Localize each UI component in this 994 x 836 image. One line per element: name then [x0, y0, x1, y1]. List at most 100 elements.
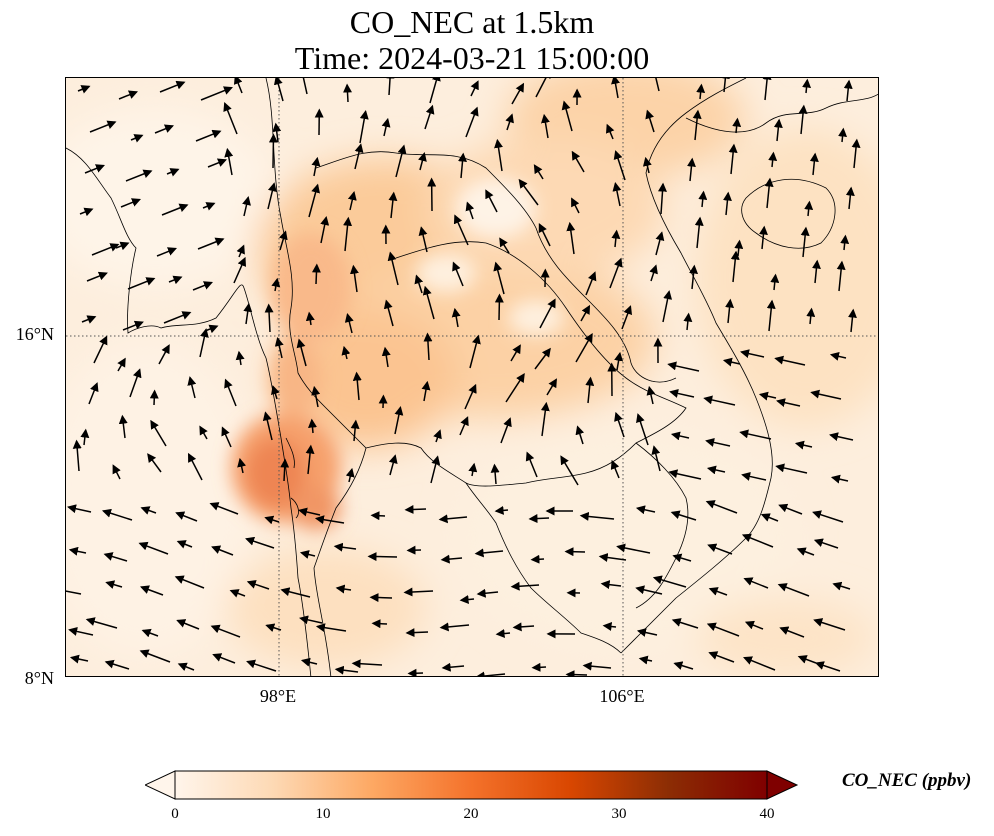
wind-arrow — [743, 577, 769, 589]
wind-arrow — [474, 548, 504, 558]
wind-arrow — [88, 382, 99, 405]
wind-arrow — [433, 429, 442, 443]
wind-arrow — [851, 138, 861, 169]
coastlines-and-borders — [66, 78, 878, 676]
wind-arrow — [505, 373, 525, 403]
wind-arrow — [89, 120, 117, 133]
wind-arrow — [369, 593, 393, 603]
wind-arrow — [311, 385, 321, 408]
wind-arrow — [585, 376, 595, 404]
wind-arrow — [156, 247, 177, 257]
wind-arrow — [210, 624, 241, 638]
wind-arrow — [242, 196, 251, 217]
wind-arrow — [741, 472, 767, 481]
wind-arrow — [744, 620, 764, 630]
wind-arrow — [732, 117, 742, 134]
wind-arrow — [762, 78, 772, 101]
wind-arrow — [243, 302, 253, 325]
wind-arrow — [104, 659, 130, 670]
wind-arrow — [423, 332, 433, 361]
wind-arrow — [505, 113, 514, 131]
colorbar-label: CO_NEC (ppbv) — [842, 770, 972, 791]
wind-arrow — [311, 263, 321, 285]
wind-arrow — [493, 261, 505, 295]
wind-arrow — [264, 303, 274, 333]
wind-arrow — [68, 627, 94, 636]
map-gridlines — [66, 78, 878, 676]
wind-arrow — [383, 299, 394, 327]
wind-arrow — [812, 510, 844, 523]
wind-arrow — [847, 308, 857, 333]
wind-arrow — [636, 413, 649, 446]
wind-arrow — [635, 585, 663, 595]
wind-arrow — [777, 583, 810, 597]
wind-arrow — [706, 465, 726, 475]
wind-arrow — [163, 311, 192, 324]
wind-arrow — [197, 237, 225, 250]
wind-arrow — [414, 274, 424, 294]
wind-arrow — [199, 328, 209, 358]
wind-arrow — [438, 514, 468, 524]
wind-arrow — [418, 226, 428, 253]
wind-arrow — [646, 385, 656, 405]
wind-arrow — [802, 78, 812, 94]
wind-arrow — [530, 554, 545, 564]
wind-arrow — [264, 515, 280, 525]
wind-arrow — [405, 628, 429, 638]
wind-arrow — [158, 344, 170, 365]
wind-arrow — [440, 554, 463, 564]
wind-arrow — [224, 147, 234, 176]
wind-arrow — [511, 82, 525, 105]
wind-arrow — [610, 459, 620, 479]
wind-arrow — [308, 418, 317, 434]
wind-arrow — [658, 182, 667, 215]
wind-arrow — [613, 150, 626, 181]
wind-arrow — [280, 587, 311, 598]
wind-arrow — [453, 214, 469, 246]
wind-arrow — [770, 273, 780, 291]
wind-arrow — [371, 619, 388, 629]
wind-arrow — [495, 629, 511, 638]
wind-arrow — [177, 662, 195, 672]
wind-arrow — [836, 260, 846, 292]
wind-arrow — [611, 78, 620, 99]
wind-arrow — [813, 538, 839, 549]
wind-arrow — [125, 169, 153, 182]
wind-arrow — [598, 553, 627, 562]
wind-arrow — [112, 464, 121, 480]
wind-arrow — [494, 293, 504, 321]
wind-arrow — [541, 113, 550, 139]
wind-arrow — [662, 290, 673, 323]
wind-arrow — [797, 655, 817, 664]
wind-arrow — [141, 628, 159, 638]
wind-arrow — [575, 333, 593, 363]
colorbar-tick-0: 0 — [171, 806, 179, 822]
wind-arrow — [246, 659, 277, 672]
wind-arrow — [829, 432, 854, 442]
wind-arrow — [528, 514, 550, 524]
wind-arrow — [175, 511, 198, 522]
wind-arrow — [404, 505, 427, 514]
wind-arrow — [571, 197, 580, 214]
wind-arrow — [79, 207, 94, 217]
wind-arrow — [512, 622, 535, 632]
wind-arrow — [804, 200, 814, 217]
wind-arrow — [150, 419, 167, 447]
wind-arrow — [602, 622, 617, 631]
wind-arrow — [766, 299, 776, 332]
wind-arrow — [320, 216, 330, 244]
wind-arrow — [367, 552, 398, 562]
wind-arrow — [703, 395, 736, 406]
wind-arrow — [302, 78, 308, 95]
wind-arrow — [211, 545, 234, 556]
wind-arrow — [105, 580, 123, 589]
wind-arrow — [168, 275, 183, 285]
wind-arrow — [758, 225, 768, 250]
wind-arrow — [760, 513, 779, 522]
wind-arrow — [394, 406, 404, 435]
wind-arrow — [838, 127, 848, 143]
wind-arrow — [645, 109, 655, 133]
wind-arrow — [305, 444, 315, 475]
wind-arrow — [778, 503, 803, 515]
wind-arrow — [638, 655, 653, 665]
